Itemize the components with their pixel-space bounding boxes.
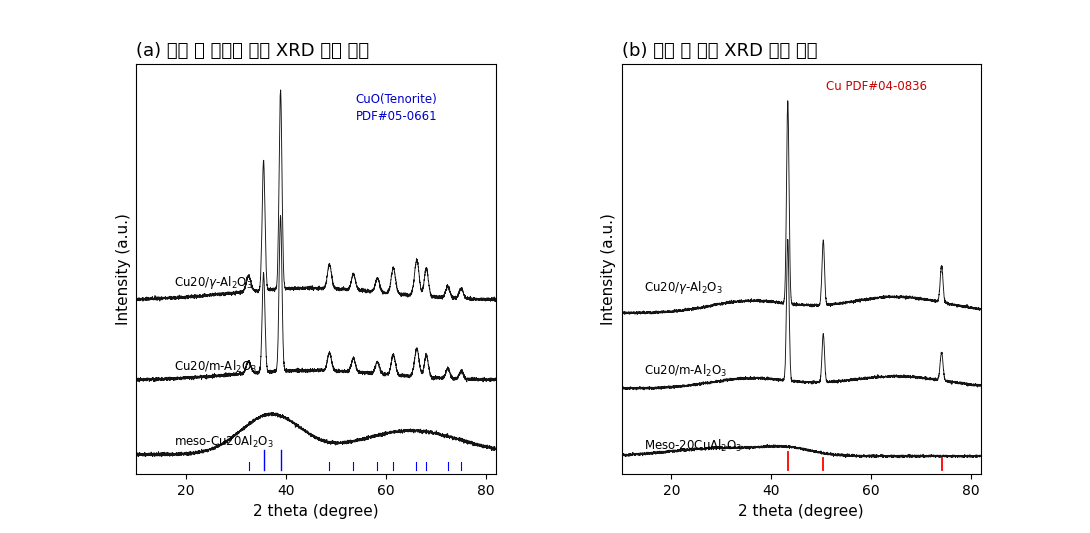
Text: (b) 반응 후 촉매 XRD 구조 분석: (b) 반응 후 촉매 XRD 구조 분석 <box>621 42 818 60</box>
Text: meso-Cu20Al$_2$O$_3$: meso-Cu20Al$_2$O$_3$ <box>173 434 274 450</box>
Text: (a) 반응 전 산화물 촉매 XRD 구조 분석: (a) 반응 전 산화물 촉매 XRD 구조 분석 <box>136 42 370 60</box>
X-axis label: 2 theta (degree): 2 theta (degree) <box>253 504 379 519</box>
Text: Cu PDF#04-0836: Cu PDF#04-0836 <box>826 80 928 93</box>
Y-axis label: Intensity (a.u.): Intensity (a.u.) <box>116 213 131 325</box>
Text: Cu20/$\gamma$-Al$_2$O$_3$: Cu20/$\gamma$-Al$_2$O$_3$ <box>173 274 253 291</box>
Text: CuO(Tenorite)
PDF#05-0661: CuO(Tenorite) PDF#05-0661 <box>355 93 437 123</box>
X-axis label: 2 theta (degree): 2 theta (degree) <box>738 504 864 519</box>
Text: Cu20/$\gamma$-Al$_2$O$_3$: Cu20/$\gamma$-Al$_2$O$_3$ <box>644 279 723 296</box>
Text: Cu20/m-Al$_2$O$_3$: Cu20/m-Al$_2$O$_3$ <box>644 364 727 379</box>
Text: Cu20/m-Al$_2$O$_3$: Cu20/m-Al$_2$O$_3$ <box>173 359 256 375</box>
Y-axis label: Intensity (a.u.): Intensity (a.u.) <box>601 213 616 325</box>
Text: Meso-20CuAl$_2$O$_3$: Meso-20CuAl$_2$O$_3$ <box>644 438 742 454</box>
